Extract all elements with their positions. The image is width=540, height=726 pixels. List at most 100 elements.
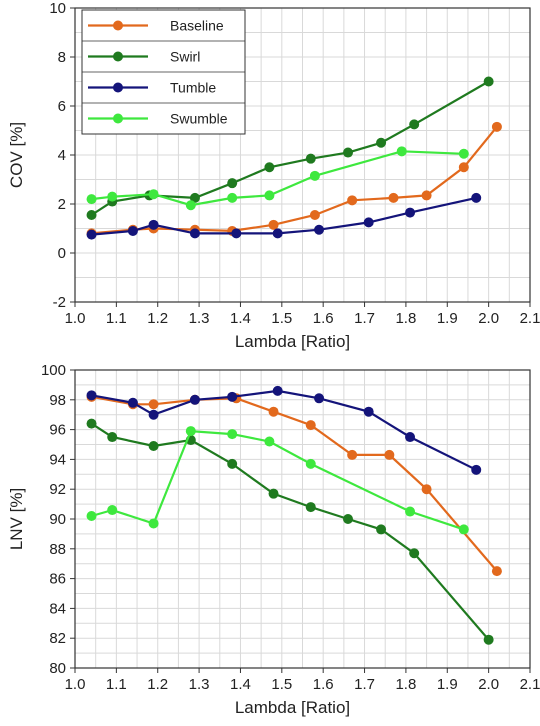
x-tick-label: 1.4	[230, 310, 251, 327]
data-point-swumble	[305, 458, 316, 469]
data-point-swumble	[227, 192, 238, 203]
data-point-swumble	[458, 524, 469, 535]
data-point-tumble	[189, 228, 200, 239]
data-point-tumble	[189, 394, 200, 405]
y-tick-label: 88	[49, 541, 66, 558]
data-point-tumble	[314, 224, 325, 235]
data-point-swumble	[396, 146, 407, 157]
y-axis-label: COV [%]	[7, 122, 26, 188]
data-point-baseline	[268, 406, 279, 417]
data-point-swumble	[185, 200, 196, 211]
data-point-swumble	[107, 505, 118, 516]
data-point-tumble	[314, 393, 325, 404]
data-point-baseline	[421, 484, 432, 495]
data-point-swirl	[227, 178, 238, 189]
series-line-baseline	[91, 126, 498, 235]
series-line-tumble	[91, 389, 477, 471]
y-tick-label: 92	[49, 481, 66, 498]
data-point-swirl	[227, 458, 238, 469]
y-tick-label: 4	[58, 147, 66, 164]
data-point-baseline	[148, 399, 159, 410]
x-tick-label: 1.6	[313, 676, 334, 693]
data-point-tumble	[363, 217, 374, 228]
x-tick-label: 1.9	[437, 310, 458, 327]
legend-marker-tumble	[113, 82, 123, 93]
data-point-tumble	[272, 228, 283, 239]
y-tick-label: 94	[49, 451, 66, 468]
x-tick-label: 2.1	[520, 310, 540, 327]
data-point-tumble	[405, 432, 416, 443]
y-tick-label: 6	[58, 98, 66, 115]
data-point-swirl	[86, 210, 97, 221]
legend-marker-swirl	[113, 51, 123, 62]
x-axis-label: Lambda [Ratio]	[235, 698, 350, 717]
data-point-baseline	[384, 449, 395, 460]
data-point-swirl	[305, 153, 316, 164]
y-tick-label: 82	[49, 630, 66, 647]
x-tick-label: 2.0	[478, 310, 499, 327]
legend-label-baseline: Baseline	[170, 18, 224, 34]
data-point-baseline	[491, 566, 502, 577]
data-point-swumble	[264, 436, 275, 447]
x-tick-label: 1.2	[147, 676, 168, 693]
x-tick-label: 1.1	[106, 310, 127, 327]
data-point-swirl	[264, 162, 275, 173]
x-tick-label: 1.2	[147, 310, 168, 327]
data-point-swumble	[86, 511, 97, 522]
data-point-swumble	[458, 148, 469, 159]
data-point-swumble	[148, 518, 159, 529]
legend-marker-baseline	[113, 20, 123, 31]
data-point-swirl	[189, 192, 200, 203]
y-tick-label: 10	[49, 0, 66, 17]
y-tick-label: 96	[49, 422, 66, 439]
legend-label-swumble: Swumble	[170, 111, 228, 127]
data-point-swirl	[409, 548, 420, 559]
data-point-swumble	[264, 190, 275, 201]
data-point-swumble	[86, 194, 97, 205]
data-point-tumble	[86, 390, 97, 401]
data-point-tumble	[471, 464, 482, 475]
y-tick-label: 2	[58, 196, 66, 213]
data-point-swumble	[405, 506, 416, 517]
legend-label-swirl: Swirl	[170, 49, 200, 65]
data-point-swirl	[343, 147, 353, 158]
data-point-tumble	[148, 409, 159, 420]
x-tick-label: 1.7	[354, 676, 375, 693]
data-point-baseline	[458, 162, 469, 173]
x-tick-label: 1.5	[271, 676, 292, 693]
x-tick-label: 1.6	[313, 310, 334, 327]
data-point-swirl	[148, 440, 159, 451]
legend-label-tumble: Tumble	[170, 80, 216, 96]
legend: Baseline Swirl Tumble Swumble	[81, 9, 246, 135]
data-point-swirl	[409, 119, 420, 130]
y-tick-label: 8	[58, 49, 66, 66]
x-tick-label: 1.9	[437, 676, 458, 693]
data-point-swirl	[268, 488, 279, 499]
x-tick-label: 1.3	[189, 310, 210, 327]
data-point-baseline	[388, 192, 399, 203]
data-point-tumble	[127, 225, 138, 236]
data-point-swirl	[483, 634, 494, 645]
data-point-baseline	[309, 210, 320, 221]
data-point-tumble	[86, 229, 97, 240]
data-point-swirl	[305, 502, 316, 513]
x-tick-label: 1.8	[395, 676, 416, 693]
x-tick-label: 1.1	[106, 676, 127, 693]
y-tick-label: 84	[49, 600, 66, 617]
legend-marker-swumble	[113, 113, 123, 124]
data-point-swirl	[376, 137, 387, 148]
data-point-baseline	[347, 449, 358, 460]
x-tick-label: 1.8	[395, 310, 416, 327]
y-tick-label: 86	[49, 571, 66, 588]
data-point-tumble	[231, 228, 242, 239]
data-point-swirl	[86, 418, 97, 429]
x-tick-label: 1.4	[230, 676, 251, 693]
y-axis-label: LNV [%]	[7, 488, 26, 550]
data-point-baseline	[491, 121, 502, 132]
x-axis-label: Lambda [Ratio]	[235, 332, 350, 351]
data-point-tumble	[363, 406, 374, 417]
cov-chart: 1.0 1.1 1.2 1.3 1.4 1.5 1.6 1.7 1.8 1.9 2.0 2.1 -2 0 2…	[7, 0, 540, 351]
y-tick-label: 80	[49, 660, 66, 677]
x-tick-label: 1.5	[271, 310, 292, 327]
